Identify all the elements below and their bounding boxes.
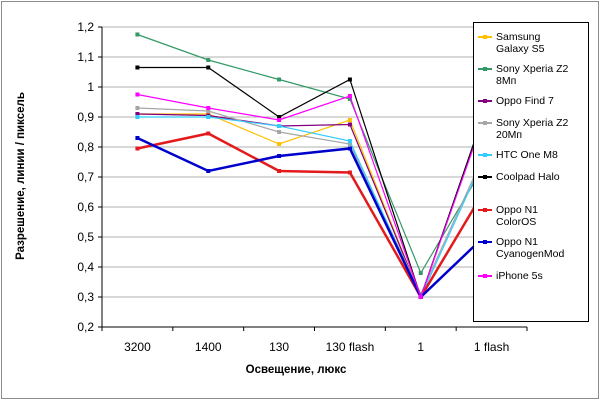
data-point xyxy=(135,115,140,119)
y-tick-label: 0,7 xyxy=(77,170,94,184)
data-point xyxy=(347,94,352,98)
data-point xyxy=(135,136,140,140)
series-line xyxy=(136,136,493,300)
y-tick-label: 1 xyxy=(87,80,94,94)
legend-marker xyxy=(483,35,487,39)
y-axis-title: Разрешение, линии / пиксель xyxy=(15,92,27,260)
data-point xyxy=(277,118,282,122)
series-line xyxy=(137,116,493,299)
legend-marker xyxy=(483,153,487,157)
legend-marker xyxy=(483,208,487,212)
legend-marker xyxy=(483,99,487,103)
data-point xyxy=(347,146,352,151)
data-point xyxy=(206,115,211,119)
data-point xyxy=(277,154,282,158)
data-point xyxy=(206,131,211,136)
legend-label: iPhone 5s xyxy=(496,270,543,282)
data-point xyxy=(135,32,140,37)
data-point xyxy=(347,122,352,127)
data-point xyxy=(206,58,211,62)
legend-marker xyxy=(483,67,487,71)
data-point xyxy=(135,92,140,97)
series-line xyxy=(137,66,493,299)
data-point xyxy=(347,170,352,175)
data-point xyxy=(347,118,352,122)
y-tick-label: 1,1 xyxy=(77,50,94,64)
data-point xyxy=(277,77,282,82)
data-point xyxy=(206,109,211,113)
series-line xyxy=(137,132,493,300)
x-tick-label: 1 xyxy=(417,340,424,354)
legend-label: HTC One M8 xyxy=(496,149,558,161)
data-point xyxy=(135,65,140,70)
data-point xyxy=(347,139,352,143)
y-tick-label: 0,3 xyxy=(77,290,94,304)
legend-label: Oppo Find 7 xyxy=(496,95,554,107)
data-point xyxy=(206,169,211,173)
x-tick-label: 130 xyxy=(269,340,289,354)
tick-labels: 0,2 0,3 0,4 0,5 0,6 0,7 0,8 0,9 1 1,1 1,2 3200 1400 1… xyxy=(77,20,509,354)
x-tick-label: 130 flash xyxy=(326,340,375,354)
series-line xyxy=(137,93,493,299)
legend-marker xyxy=(483,274,487,278)
data-point xyxy=(347,142,352,146)
legend: Samsung Galaxy S5 Sony Xperia Z2 8Мп Oppo … xyxy=(473,22,589,322)
data-point xyxy=(277,130,282,134)
legend-marker xyxy=(483,121,487,125)
y-tick-label: 0,5 xyxy=(77,230,94,244)
legend-label: Samsung Galaxy S5 xyxy=(496,31,545,55)
x-axis-title: Освещение, люкс xyxy=(246,364,347,376)
y-tick-label: 0,4 xyxy=(77,260,94,274)
data-point xyxy=(277,115,282,119)
x-tick-label: 1 flash xyxy=(474,340,509,354)
data-point xyxy=(347,97,352,101)
data-point xyxy=(418,271,423,275)
data-point xyxy=(206,106,211,110)
y-tick-label: 0,6 xyxy=(77,200,94,214)
data-point xyxy=(347,77,352,82)
data-point xyxy=(277,169,282,173)
x-tick-label: 3200 xyxy=(124,340,151,354)
x-tick-label: 1400 xyxy=(195,340,222,354)
legend-label: Sony Xperia Z2 20Мп xyxy=(496,117,569,141)
series-lines xyxy=(135,32,494,300)
legend-label: Oppo N1 CyanogenMod xyxy=(496,236,565,260)
y-tick-label: 0,8 xyxy=(77,140,94,154)
legend-label: Sony Xperia Z2 8Мп xyxy=(496,63,569,87)
data-point xyxy=(206,65,211,70)
data-point xyxy=(418,295,423,299)
y-tick-label: 1,2 xyxy=(77,20,94,34)
data-point xyxy=(277,124,282,128)
series-line xyxy=(137,107,493,296)
data-point xyxy=(135,112,140,116)
y-tick-label: 0,2 xyxy=(77,320,94,334)
series-line xyxy=(137,33,493,275)
legend-label: Oppo N1 ColorOS xyxy=(496,204,539,228)
data-point xyxy=(277,142,282,146)
legend-marker xyxy=(483,175,487,179)
legend-marker xyxy=(483,240,487,244)
data-point xyxy=(135,106,140,110)
y-tick-label: 0,9 xyxy=(77,110,94,124)
legend-label: Coolpad Halo xyxy=(496,171,560,183)
data-point xyxy=(135,146,140,151)
